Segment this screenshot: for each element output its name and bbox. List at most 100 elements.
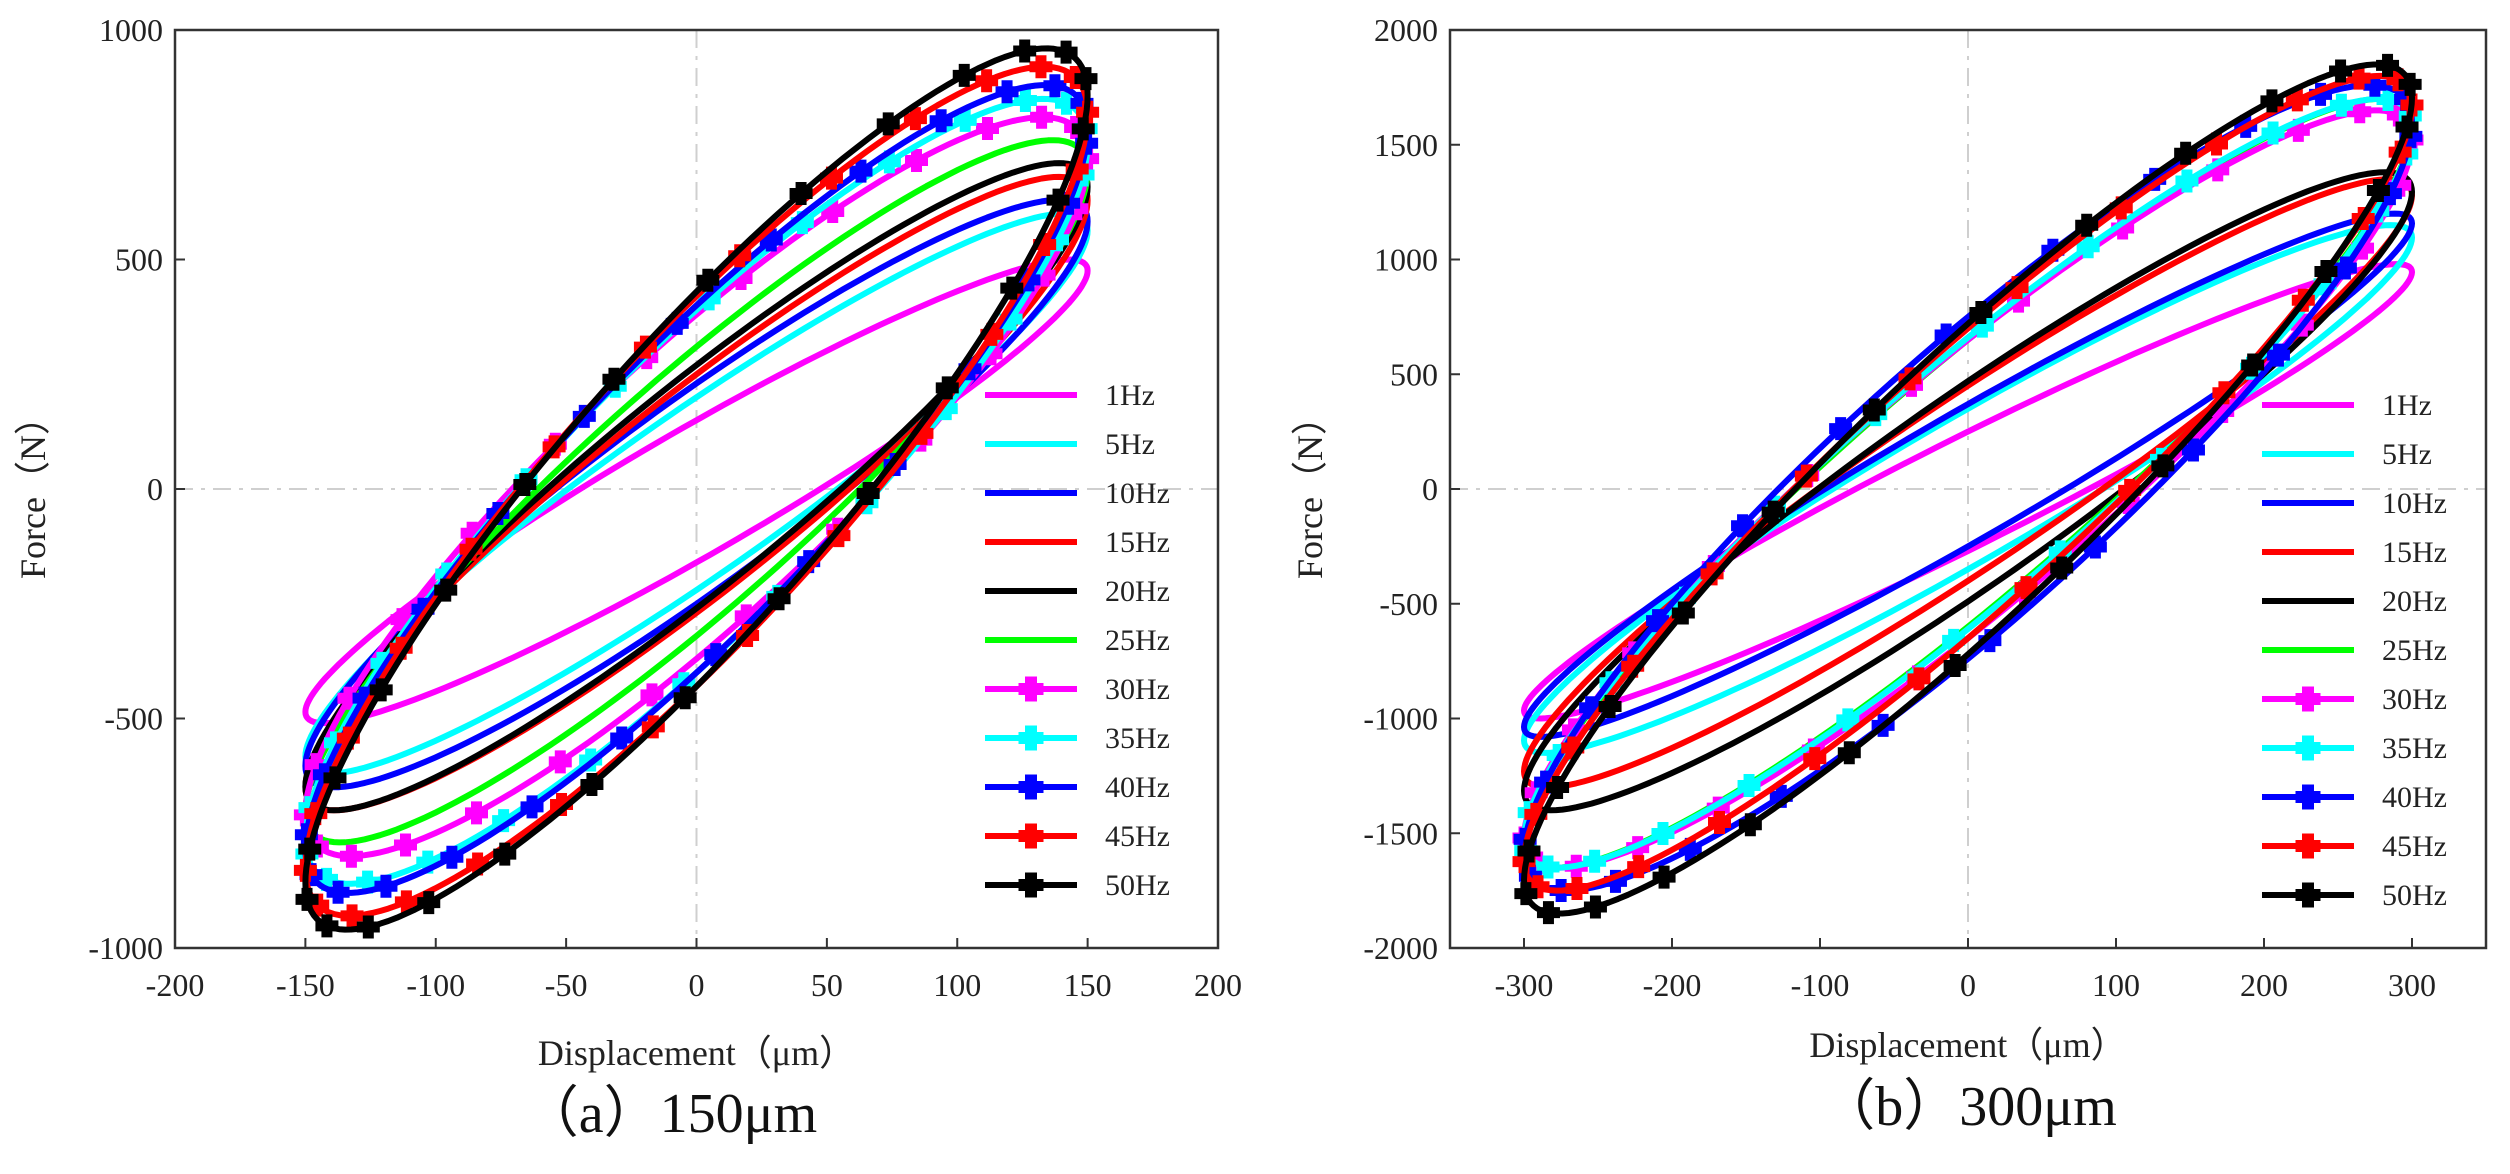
series-marker-50Hz [2151,454,2175,478]
x-tick-label: -300 [1495,967,1554,1003]
legend-label-15Hz: 15Hz [2382,536,2447,569]
series-marker-30Hz [394,833,417,857]
legend-label-1Hz: 1Hz [1105,379,1155,412]
series-marker-35Hz [2175,169,2199,193]
series-marker-50Hz [602,367,626,391]
series-marker-50Hz [767,587,791,611]
legend-label-15Hz: 15Hz [1105,526,1170,559]
series-marker-45Hz [2109,196,2133,220]
series-marker-45Hz [1627,855,1651,879]
series-marker-50Hz [298,837,322,861]
legend-label-20Hz: 20Hz [1105,575,1170,608]
x-tick-label: 300 [2388,967,2436,1003]
legend-label-40Hz: 40Hz [1105,771,1170,804]
y-axis-label: Force（N） [13,399,53,579]
series-marker-30Hz [2351,236,2375,260]
series-marker-35Hz [999,307,1023,331]
series-marker-45Hz [2212,381,2236,405]
series-marker-35Hz [1536,855,1560,879]
series-marker-50Hz [1071,117,1095,141]
series-line-15Hz [1521,176,2415,791]
series-marker-35Hz [1942,628,1966,652]
series-marker-45Hz [1708,811,1731,835]
series-marker-50Hz [952,63,976,87]
series-marker-40Hz [440,845,464,869]
series-line-10Hz [1521,210,2415,740]
series-marker-50Hz [1671,601,1695,625]
series-marker-50Hz [1000,276,1024,300]
series-marker-35Hz [492,809,516,833]
y-tick-label: 0 [1422,471,1438,507]
series-marker-50Hz [2395,115,2419,139]
series-marker-50Hz [673,686,697,710]
series-marker-50Hz [1074,67,1098,91]
series-marker-50Hz [1943,654,1967,678]
series-marker-50Hz [1583,895,1607,919]
series-marker-40Hz [995,80,1019,104]
series-marker-45Hz [1565,876,1589,900]
series-marker-40Hz [1978,629,2002,653]
x-tick-label: 50 [811,967,843,1003]
series-marker-50Hz [323,766,347,790]
x-tick-label: 0 [1960,967,1976,1003]
series-marker-50Hz [417,891,441,915]
series-marker-50Hz [2376,53,2400,77]
series-marker-50Hz [2241,353,2265,377]
x-tick-label: 100 [2092,967,2140,1003]
series-marker-30Hz [548,750,572,774]
series-marker-50Hz [1969,300,1993,324]
series-marker-50Hz [876,112,900,136]
legend-marker-50Hz [2295,882,2321,908]
x-tick-label: 200 [2240,967,2288,1003]
series-marker-45Hz [910,421,934,445]
legend-marker-50Hz [1018,872,1044,898]
legend-label-35Hz: 35Hz [1105,722,1170,755]
series-marker-40Hz [1534,770,1558,794]
x-tick-label: -100 [406,967,465,1003]
series-marker-35Hz [416,850,440,874]
y-tick-label: -1000 [88,930,163,966]
series-marker-50Hz [789,181,813,205]
series-marker-45Hz [550,793,574,817]
series-marker-50Hz [1761,500,1785,524]
legend-label-10Hz: 10Hz [2382,487,2447,520]
series-marker-50Hz [2314,259,2338,283]
series-marker-45Hz [1033,233,1057,257]
y-tick-label: 1000 [1374,242,1438,278]
series-marker-50Hz [434,578,458,602]
series-marker-45Hz [827,524,851,548]
series-marker-50Hz [1517,839,1541,863]
legend-label-30Hz: 30Hz [1105,673,1170,706]
legend-label-40Hz: 40Hz [2382,781,2447,814]
y-tick-label: 1500 [1374,127,1438,163]
series-marker-40Hz [929,109,953,133]
series-marker-50Hz [1536,901,1560,925]
x-tick-label: 200 [1194,967,1242,1003]
series-marker-50Hz [1862,398,1886,422]
legend-label-45Hz: 45Hz [2382,830,2447,863]
series-marker-35Hz [2261,121,2285,145]
y-tick-label: -1000 [1363,701,1438,737]
panel-a-chart: -200 -150 -100 -50 0 50 100 150 200-1000-5000500… [13,12,1242,1145]
x-tick-label: -50 [545,967,588,1003]
series-marker-50Hz [295,887,319,911]
legend-marker-45Hz [2295,833,2321,859]
legend-label-1Hz: 1Hz [2382,389,2432,422]
panel-caption: （a）150μm [523,1083,817,1145]
legend-label-5Hz: 5Hz [2382,438,2432,471]
series-marker-50Hz [1738,813,1762,837]
series-marker-50Hz [1837,741,1861,765]
x-axis-label: Displacement（μm） [538,1033,855,1073]
y-tick-label: -500 [1379,586,1438,622]
legend-marker-30Hz [2295,686,2321,712]
series-marker-45Hz [2118,478,2142,502]
x-tick-label: -200 [146,967,205,1003]
legend-label-50Hz: 50Hz [2382,879,2447,912]
y-tick-label: -500 [104,701,163,737]
legend-marker-40Hz [1018,774,1044,800]
series-marker-50Hz [1652,865,1676,889]
series-marker-50Hz [1013,39,1037,63]
series-marker-35Hz [356,870,380,894]
y-tick-label: -1500 [1363,815,1438,851]
